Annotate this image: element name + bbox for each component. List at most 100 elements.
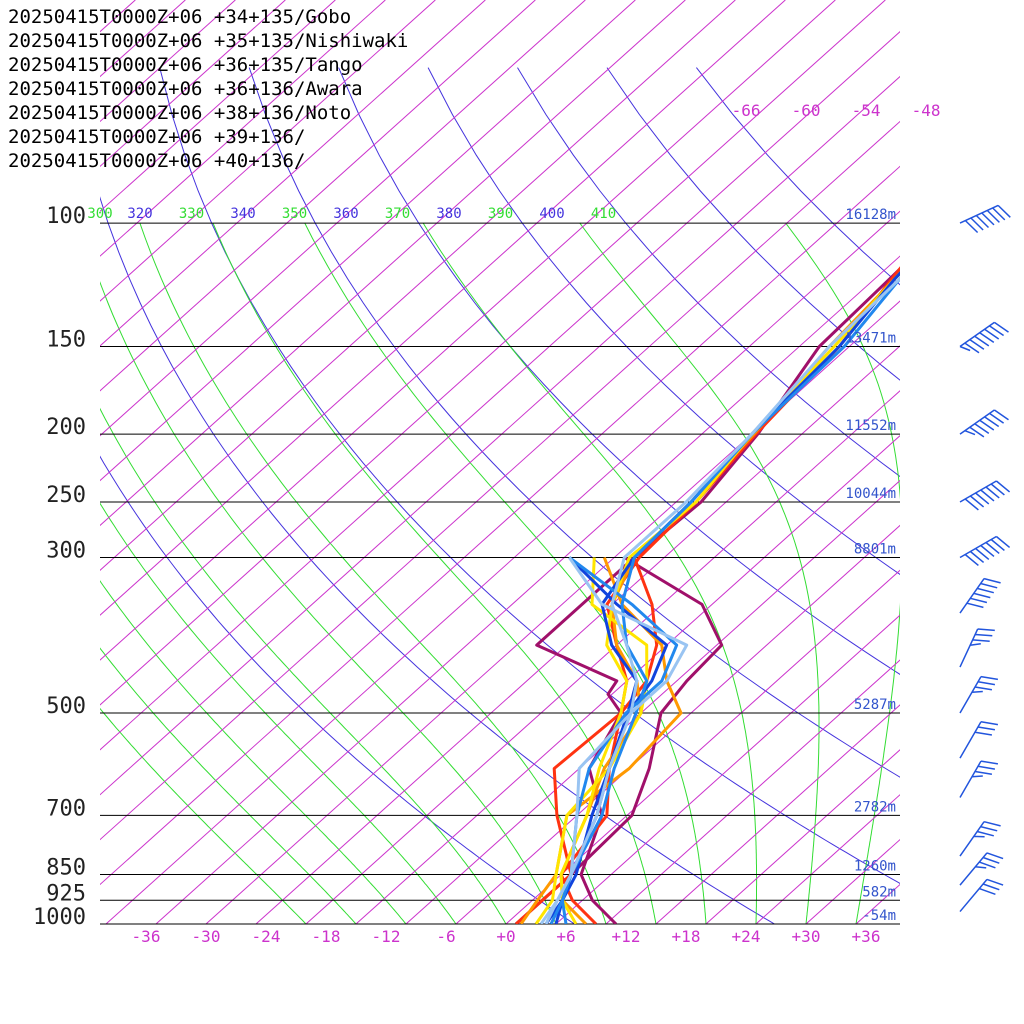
pressure-tick-label: 1000: [33, 905, 86, 930]
temperature-tick-label: +12: [612, 927, 641, 946]
theta-label: 400: [539, 206, 564, 222]
theta-label: 350: [282, 206, 307, 222]
isotherm-line: [655, 704, 900, 924]
isotherm-line: [100, 0, 286, 168]
isotherm-line: [505, 569, 900, 924]
temperature-tick-label: -12: [372, 927, 401, 946]
isotherm-line: [100, 165, 900, 886]
height-label: 16128m: [845, 207, 896, 223]
theta-label: 390: [488, 206, 513, 222]
isotherm-line: [705, 749, 900, 924]
temperature-tick-label: -18: [312, 927, 341, 946]
legend-entry-gobo: 20250415T0000Z+06 +34+135/Gobo: [8, 6, 352, 28]
theta-label: 360: [333, 206, 358, 222]
temperature-tick-label: +36: [852, 927, 881, 946]
pressure-tick-label: 200: [46, 415, 86, 440]
height-label: 2782m: [854, 799, 896, 815]
height-label: 10044m: [845, 486, 896, 502]
isotherm-line: [100, 0, 336, 212]
wind-barb: [959, 675, 999, 714]
theta-label: 380: [436, 206, 461, 222]
legend-entry-39-136: 20250415T0000Z+06 +39+136/: [8, 126, 306, 148]
theta-label: 320: [127, 206, 152, 222]
dry-adiabat: [427, 67, 900, 575]
isotherm-line: [355, 434, 900, 924]
wind-barb: [959, 760, 999, 798]
dewpoint-profile: [549, 556, 679, 924]
isotherm-line: [100, 0, 386, 257]
pressure-lines: [100, 222, 900, 925]
pressure-tick-label: 300: [46, 539, 86, 564]
isotherm-line: [805, 838, 900, 924]
dry-adiabat: [517, 67, 900, 478]
isotherm-line: [100, 31, 900, 751]
isotherm-line: [1006, 0, 1024, 924]
wind-barb: [959, 878, 1004, 913]
wind-barb: [959, 409, 1009, 438]
dry-adiabat: [338, 67, 900, 676]
wind-barb: [959, 577, 1001, 614]
isotherm-line: [100, 0, 736, 571]
wind-barb: [959, 852, 1004, 886]
isotherm-line: [100, 0, 886, 706]
temperature-tick-label: +18: [672, 927, 701, 946]
height-label: 5287m: [854, 697, 896, 713]
isotherm-line: [205, 300, 900, 924]
isotherm-line: [100, 0, 686, 527]
wind-barb: [959, 820, 1001, 857]
pressure-tick-label: 250: [46, 483, 86, 508]
temperature-profile: [544, 276, 900, 924]
isotherm-line: [100, 0, 486, 347]
moist-adiabat: [100, 407, 507, 924]
theta-label: 330: [179, 206, 204, 222]
temperature-tick-label: -36: [132, 927, 161, 946]
wind-barb: [959, 480, 1011, 511]
moist-adiabat: [100, 281, 557, 924]
isotherm-line: [305, 390, 900, 924]
pressure-tick-label: 500: [46, 694, 86, 719]
wind-barbs: [959, 204, 1011, 913]
pressure-tick-label: 700: [46, 796, 86, 821]
legend-entry-nishiwaki: 20250415T0000Z+06 +35+135/Nishiwaki: [8, 30, 409, 52]
isotherm-line: [255, 345, 900, 924]
wind-barb: [959, 321, 1009, 354]
isotherm-line: [906, 0, 1024, 924]
isotherm-line: [555, 614, 900, 924]
theta-label: 300: [87, 206, 112, 222]
isotherm-line: [405, 479, 900, 924]
temperature-tick-label: +6: [556, 927, 575, 946]
pressure-tick-label: 925: [46, 881, 86, 906]
isotherm-line: [100, 75, 900, 796]
pressure-tick-label: 150: [46, 328, 86, 353]
upper-isotherm-label: -54: [852, 101, 881, 120]
isotherm-line: [100, 0, 536, 392]
wind-barb: [959, 628, 995, 668]
upper-isotherm-label: -48: [912, 101, 941, 120]
legend-entry-40-136: 20250415T0000Z+06 +40+136/: [8, 150, 306, 172]
dewpoint-profile: [514, 556, 659, 924]
height-label: 582m: [862, 884, 896, 900]
upper-isotherm-label: -66: [732, 101, 761, 120]
dry-adiabat: [100, 196, 775, 924]
legend-entry-tango: 20250415T0000Z+06 +36+135/Tango: [8, 54, 363, 76]
temperature-tick-label: +24: [732, 927, 761, 946]
isotherm-line: [100, 0, 786, 616]
temperature-tick-label: -6: [436, 927, 455, 946]
dry-adiabat: [100, 455, 575, 924]
dry-adiabat: [248, 67, 900, 778]
temperature-tick-label: +30: [792, 927, 821, 946]
legend: 20250415T0000Z+06 +34+135/Gobo 20250415T…: [8, 5, 408, 173]
isotherm-line: [455, 524, 900, 924]
isotherm-line: [755, 794, 900, 924]
height-label: 1260m: [854, 859, 896, 875]
isotherm-line: [105, 210, 900, 924]
legend-entry-awara: 20250415T0000Z+06 +36+136/Awara: [8, 78, 363, 100]
sounding-profiles: [514, 266, 900, 924]
wind-barb: [959, 535, 1011, 566]
isotherm-line: [100, 120, 900, 841]
isotherm-line: [155, 255, 900, 924]
temperature-tick-label: -24: [252, 927, 281, 946]
temperature-profile: [560, 276, 900, 924]
